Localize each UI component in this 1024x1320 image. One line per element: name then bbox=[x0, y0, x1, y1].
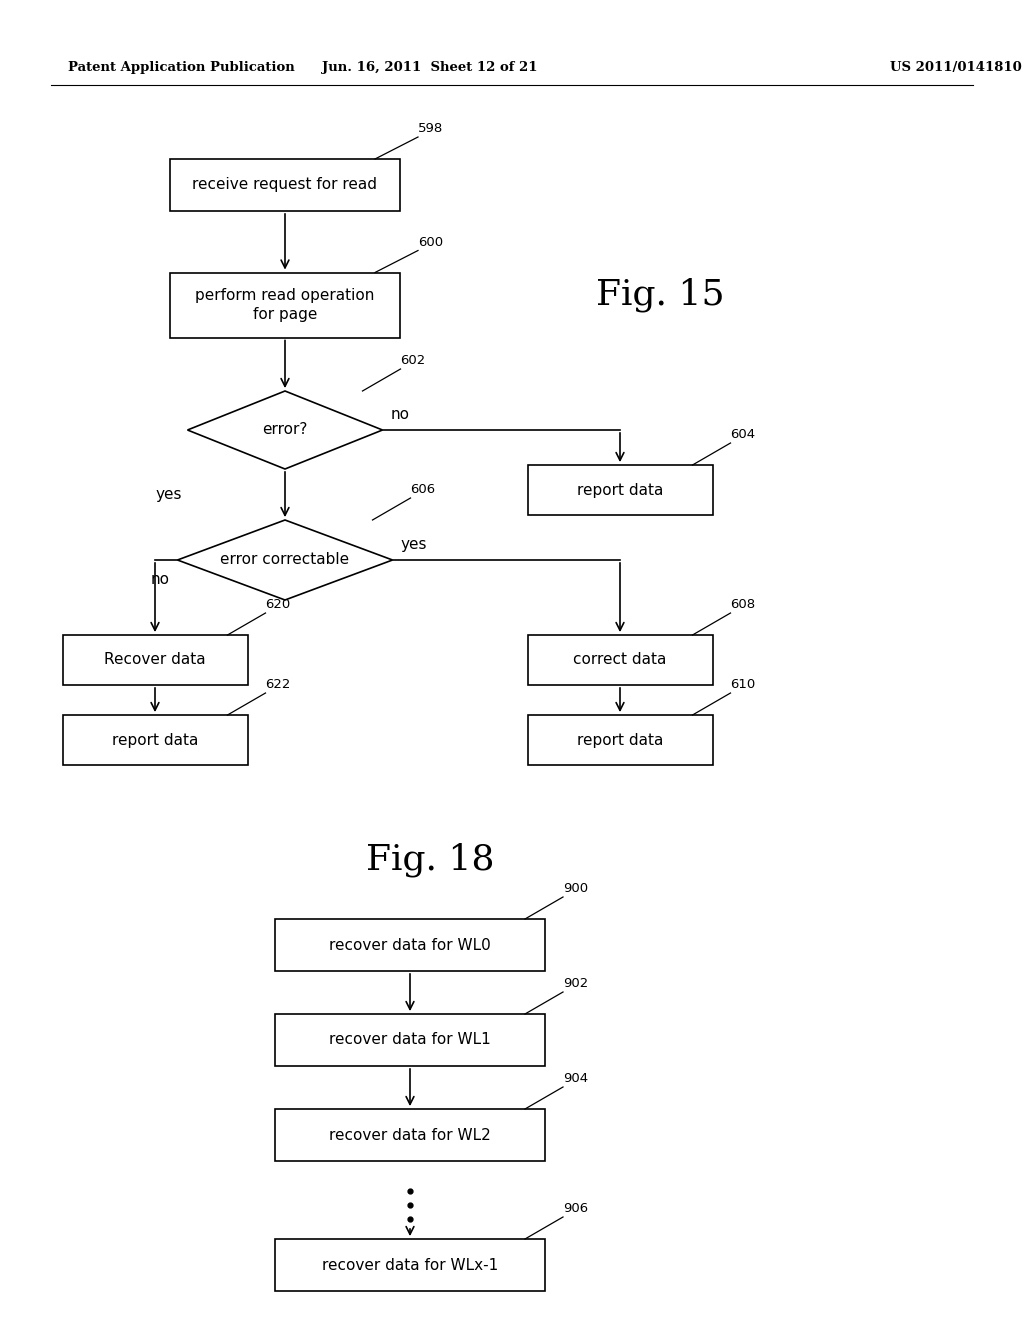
Text: 900: 900 bbox=[563, 882, 588, 895]
Text: 600: 600 bbox=[418, 235, 443, 248]
Text: 604: 604 bbox=[730, 428, 756, 441]
Text: 620: 620 bbox=[265, 598, 291, 611]
Text: 606: 606 bbox=[411, 483, 435, 496]
Text: 608: 608 bbox=[730, 598, 756, 611]
Text: Fig. 18: Fig. 18 bbox=[366, 842, 495, 878]
Text: recover data for WLx-1: recover data for WLx-1 bbox=[322, 1258, 498, 1272]
Text: Recover data: Recover data bbox=[104, 652, 206, 668]
Text: perform read operation
for page: perform read operation for page bbox=[196, 288, 375, 322]
Text: yes: yes bbox=[400, 537, 427, 552]
Text: US 2011/0141810 A1: US 2011/0141810 A1 bbox=[890, 62, 1024, 74]
Bar bbox=[527, 465, 713, 515]
Polygon shape bbox=[187, 391, 383, 469]
Bar bbox=[275, 1014, 545, 1067]
Bar bbox=[170, 272, 400, 338]
Bar bbox=[527, 715, 713, 766]
Text: 902: 902 bbox=[563, 977, 588, 990]
Text: error correctable: error correctable bbox=[220, 553, 349, 568]
Text: 904: 904 bbox=[563, 1072, 588, 1085]
Text: recover data for WL1: recover data for WL1 bbox=[329, 1032, 490, 1048]
Text: 598: 598 bbox=[418, 121, 443, 135]
Text: Fig. 15: Fig. 15 bbox=[596, 277, 724, 313]
Bar bbox=[170, 158, 400, 211]
Text: error?: error? bbox=[262, 422, 307, 437]
Text: no: no bbox=[151, 572, 170, 587]
Text: recover data for WL0: recover data for WL0 bbox=[329, 937, 490, 953]
Text: recover data for WL2: recover data for WL2 bbox=[329, 1127, 490, 1143]
Text: Jun. 16, 2011  Sheet 12 of 21: Jun. 16, 2011 Sheet 12 of 21 bbox=[323, 62, 538, 74]
Text: report data: report data bbox=[112, 733, 199, 747]
Text: 622: 622 bbox=[265, 678, 291, 690]
Text: 610: 610 bbox=[730, 678, 756, 690]
Bar bbox=[62, 635, 248, 685]
Text: correct data: correct data bbox=[573, 652, 667, 668]
Text: receive request for read: receive request for read bbox=[193, 177, 378, 193]
Text: report data: report data bbox=[577, 483, 664, 498]
Bar bbox=[62, 715, 248, 766]
Text: 906: 906 bbox=[563, 1203, 588, 1214]
Text: report data: report data bbox=[577, 733, 664, 747]
Bar bbox=[275, 1239, 545, 1291]
Text: 602: 602 bbox=[400, 354, 426, 367]
Text: no: no bbox=[390, 407, 410, 422]
Text: yes: yes bbox=[156, 487, 182, 502]
Bar bbox=[275, 919, 545, 972]
Polygon shape bbox=[177, 520, 392, 601]
Bar bbox=[527, 635, 713, 685]
Bar bbox=[275, 1109, 545, 1162]
Text: Patent Application Publication: Patent Application Publication bbox=[68, 62, 295, 74]
